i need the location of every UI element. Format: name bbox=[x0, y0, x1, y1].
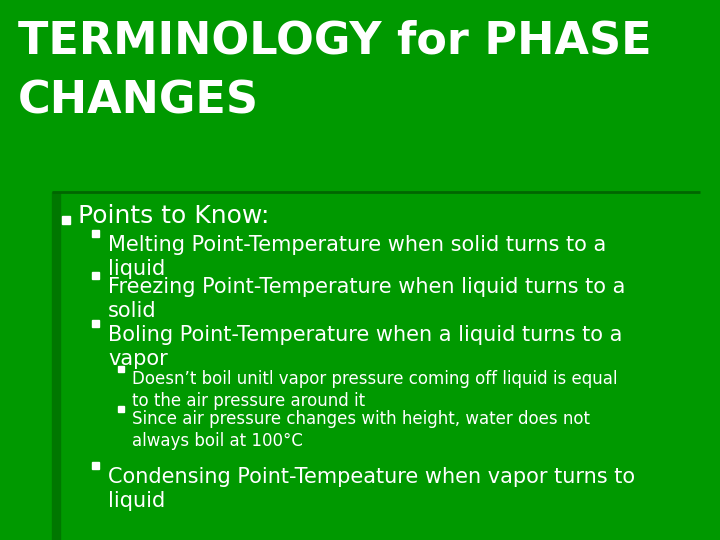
Text: Since air pressure changes with height, water does not
always boil at 100°C: Since air pressure changes with height, … bbox=[132, 410, 590, 449]
Bar bbox=[92, 272, 99, 279]
Bar bbox=[92, 230, 99, 237]
Bar bbox=[0, 0, 720, 190]
Text: Melting Point-Temperature when solid turns to a
liquid: Melting Point-Temperature when solid tur… bbox=[108, 235, 606, 279]
Bar bbox=[118, 366, 124, 372]
Bar bbox=[62, 216, 70, 224]
Bar bbox=[118, 406, 124, 412]
Bar bbox=[92, 462, 99, 469]
Text: TERMINOLOGY for PHASE: TERMINOLOGY for PHASE bbox=[18, 20, 652, 63]
Text: Boling Point-Temperature when a liquid turns to a
vapor: Boling Point-Temperature when a liquid t… bbox=[108, 325, 622, 369]
Bar bbox=[92, 320, 99, 327]
Text: Condensing Point-Tempeature when vapor turns to
liquid: Condensing Point-Tempeature when vapor t… bbox=[108, 467, 635, 511]
Text: CHANGES: CHANGES bbox=[18, 80, 259, 123]
Bar bbox=[0, 0, 52, 540]
Text: Doesn’t boil unitl vapor pressure coming off liquid is equal
to the air pressure: Doesn’t boil unitl vapor pressure coming… bbox=[132, 370, 618, 409]
Bar bbox=[52, 192, 60, 540]
Text: Freezing Point-Temperature when liquid turns to a
solid: Freezing Point-Temperature when liquid t… bbox=[108, 277, 626, 321]
Text: Points to Know:: Points to Know: bbox=[78, 204, 269, 228]
